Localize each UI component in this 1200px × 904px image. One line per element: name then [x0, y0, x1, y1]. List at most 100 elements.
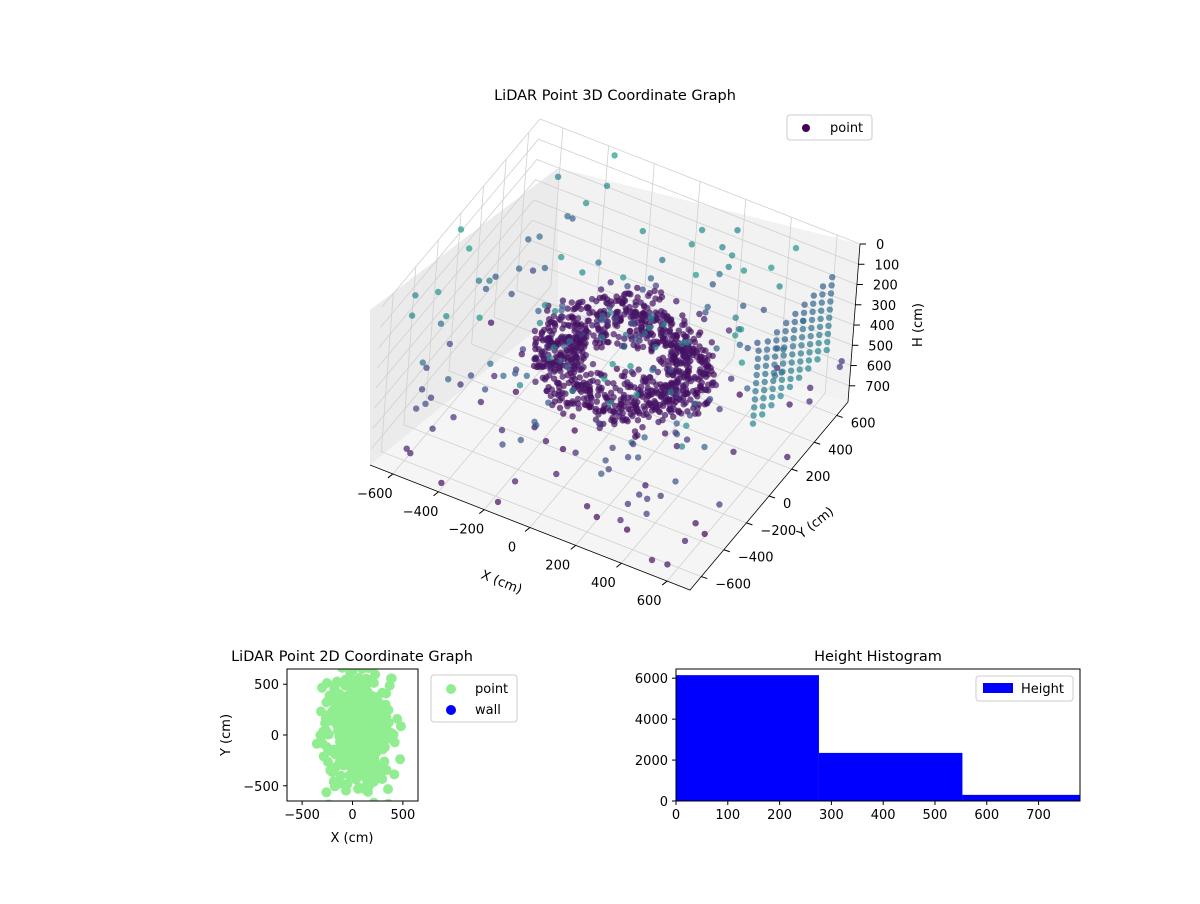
point-3d: [571, 305, 579, 312]
point-3d: [569, 314, 576, 321]
point-3d: [704, 303, 711, 311]
point-2d: [359, 759, 370, 770]
z-axis-3d-label: H (cm): [911, 303, 926, 347]
point-3d: [515, 265, 523, 272]
point-3d: [525, 236, 532, 243]
point-3d: [653, 381, 660, 388]
point-2d: [347, 704, 358, 715]
histogram-frame: [675, 668, 1081, 802]
point-3d: [660, 335, 667, 342]
point-3d: [583, 371, 590, 379]
point-3d: [595, 327, 602, 334]
point-2d: [368, 697, 379, 708]
point-3d: [572, 353, 579, 361]
x-tick-3d: [524, 527, 531, 532]
scatter-2d-chart: LiDAR Point 2D Coordinate Graph −500 0 500…: [219, 649, 518, 846]
point-3d: [624, 500, 632, 508]
point-3d: [691, 373, 698, 381]
grid-line-x: [621, 217, 792, 564]
point-3d: [592, 405, 600, 413]
point-3d: [828, 282, 835, 289]
point-3d: [556, 384, 563, 391]
point-3d: [696, 310, 703, 318]
x-tick-3d: [661, 580, 668, 586]
point-3d: [750, 412, 757, 419]
point-3d: [716, 270, 723, 278]
point-3d: [590, 332, 597, 339]
point-3d: [606, 400, 613, 407]
point-2d: [318, 751, 329, 762]
point-3d: [602, 457, 609, 464]
point-3d: [629, 412, 636, 420]
point-3d: [670, 339, 678, 346]
point-3d: [547, 366, 554, 373]
point-3d: [781, 336, 789, 343]
point-3d: [694, 389, 701, 396]
point-3d: [576, 339, 584, 347]
x-tick-label-3d: 200: [545, 558, 570, 573]
point-3d: [759, 411, 766, 418]
point-2d: [337, 702, 348, 713]
point-3d: [569, 413, 576, 420]
point-3d: [487, 319, 495, 326]
point-3d: [603, 182, 611, 190]
point-3d: [655, 418, 662, 426]
point-3d: [695, 331, 702, 338]
point-3d: [740, 267, 748, 274]
z-tick-label-3d: 400: [870, 319, 895, 334]
point-3d: [786, 401, 793, 408]
y-tick-label-3d: −200: [760, 524, 796, 539]
grid-line-y: [403, 266, 725, 551]
point-3d: [607, 309, 614, 316]
point-3d: [805, 357, 813, 364]
point-3d: [412, 292, 419, 299]
axis-line-z-3d: [847, 243, 861, 403]
point-3d: [752, 379, 760, 387]
point-3d: [737, 326, 745, 333]
point-2d: [395, 721, 406, 732]
point-3d: [749, 420, 757, 427]
point-3d: [728, 375, 735, 382]
z-tick-label-3d: 100: [874, 258, 899, 273]
point-3d: [443, 313, 450, 320]
point-2d: [369, 797, 379, 801]
point-3d: [613, 293, 620, 300]
point-2d: [368, 721, 379, 732]
point-3d: [419, 359, 426, 366]
point-3d: [771, 361, 778, 368]
point-3d: [593, 398, 600, 405]
point-3d: [673, 298, 680, 305]
point-3d: [648, 316, 655, 323]
y-axis-2d-label: Y (cm): [219, 714, 234, 757]
point-3d: [656, 356, 663, 363]
point-3d: [744, 344, 751, 352]
point-3d: [769, 385, 776, 393]
point-3d: [786, 383, 794, 391]
point-3d: [810, 300, 817, 307]
point-2d: [384, 798, 393, 801]
point-3d: [778, 376, 786, 383]
point-3d: [523, 372, 530, 379]
point-3d: [601, 325, 608, 332]
point-3d: [450, 414, 457, 421]
point-2d: [340, 674, 351, 685]
point-2d: [370, 669, 381, 680]
point-3d: [530, 362, 538, 370]
point-3d: [543, 374, 550, 381]
point-3d: [538, 363, 546, 371]
point-3d: [736, 391, 743, 398]
point-3d: [663, 382, 670, 390]
point-3d: [817, 315, 824, 322]
point-3d: [541, 264, 549, 272]
point-3d: [624, 399, 631, 406]
z-tick-label-3d: 200: [873, 279, 898, 294]
point-3d: [477, 398, 485, 406]
point-3d: [556, 404, 564, 412]
point-3d: [512, 370, 519, 377]
point-3d: [559, 313, 566, 320]
point-3d: [764, 338, 771, 345]
point-3d: [408, 312, 416, 319]
point-3d: [661, 430, 669, 437]
x-tick-label-3d: −400: [403, 505, 439, 520]
point-3d: [622, 368, 629, 376]
